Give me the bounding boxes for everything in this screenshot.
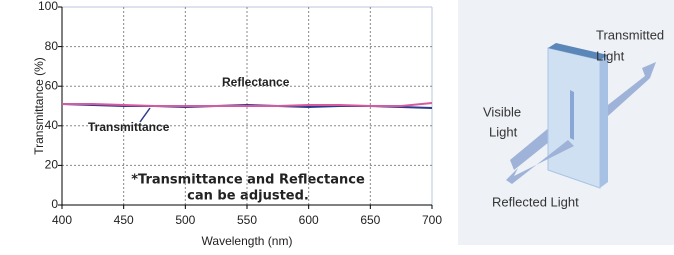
x-tick-label: 450 bbox=[114, 213, 134, 227]
series-label: Transmittance bbox=[88, 120, 170, 134]
x-tick-label: 400 bbox=[52, 213, 72, 227]
x-tick-label: 600 bbox=[299, 213, 319, 227]
label: Reflected Light bbox=[492, 194, 579, 209]
page: Transmitted Light Visible Light Reflecte… bbox=[0, 0, 674, 255]
label: Visible bbox=[483, 104, 521, 119]
series-label: Reflectance bbox=[222, 75, 290, 89]
y-tick-label: 0 bbox=[51, 197, 58, 211]
y-tick-label: 80 bbox=[45, 39, 59, 53]
y-tick-label: 20 bbox=[45, 158, 59, 172]
y-tick-label: 40 bbox=[45, 118, 59, 132]
label: Light bbox=[489, 124, 518, 139]
beam-spot bbox=[570, 90, 574, 140]
chart: Transmittance (%) Wavelength (nm) *Trans… bbox=[32, 0, 442, 248]
y-axis-label: Transmittance (%) bbox=[32, 57, 46, 155]
label: Transmitted bbox=[596, 27, 664, 42]
label: Light bbox=[596, 48, 625, 63]
x-tick-label: 650 bbox=[360, 213, 380, 227]
annotation: *Transmittance and Reflectance bbox=[131, 173, 365, 188]
annotation: can be adjusted. bbox=[187, 189, 309, 204]
y-tick-label: 100 bbox=[38, 0, 58, 13]
y-tick-label: 60 bbox=[45, 78, 59, 92]
x-tick-label: 700 bbox=[422, 213, 442, 227]
x-tick-label: 550 bbox=[237, 213, 257, 227]
x-tick-label: 500 bbox=[175, 213, 195, 227]
glass-edge bbox=[600, 55, 608, 188]
x-axis-label: Wavelength (nm) bbox=[202, 234, 293, 248]
